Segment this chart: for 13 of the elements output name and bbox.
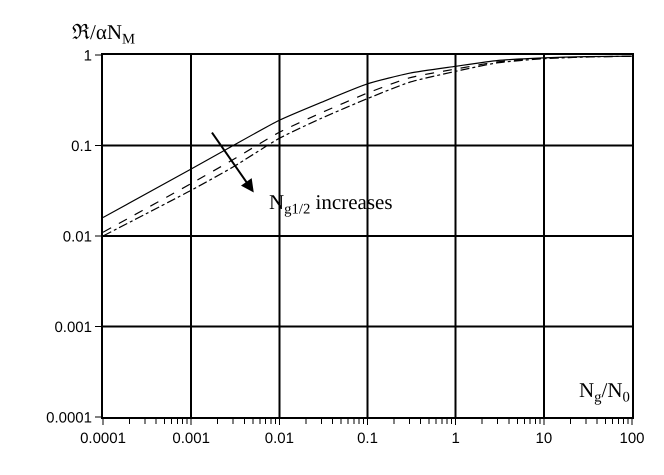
x-tick-label: 1 — [452, 430, 460, 447]
x-tick-label: 0.1 — [357, 430, 378, 447]
y-tick-label: 0.0001 — [46, 409, 92, 426]
x-tick-label: 100 — [619, 430, 645, 447]
y-tick-label: 0.01 — [62, 228, 92, 246]
y-tick-label: 0.1 — [71, 138, 92, 155]
y-tick-label: 0.001 — [54, 318, 92, 336]
x-axis-title: N$_{g}$/N$_{0}$ — [579, 378, 630, 406]
x-tick-label: 0.01 — [264, 430, 294, 447]
x-tick-label: 0.001 — [172, 430, 210, 447]
y-tick-label: 1 — [84, 47, 92, 64]
y-axis-title: ℜ/αN$_{M}$ — [72, 20, 136, 48]
x-tick-label: 10 — [535, 430, 552, 447]
